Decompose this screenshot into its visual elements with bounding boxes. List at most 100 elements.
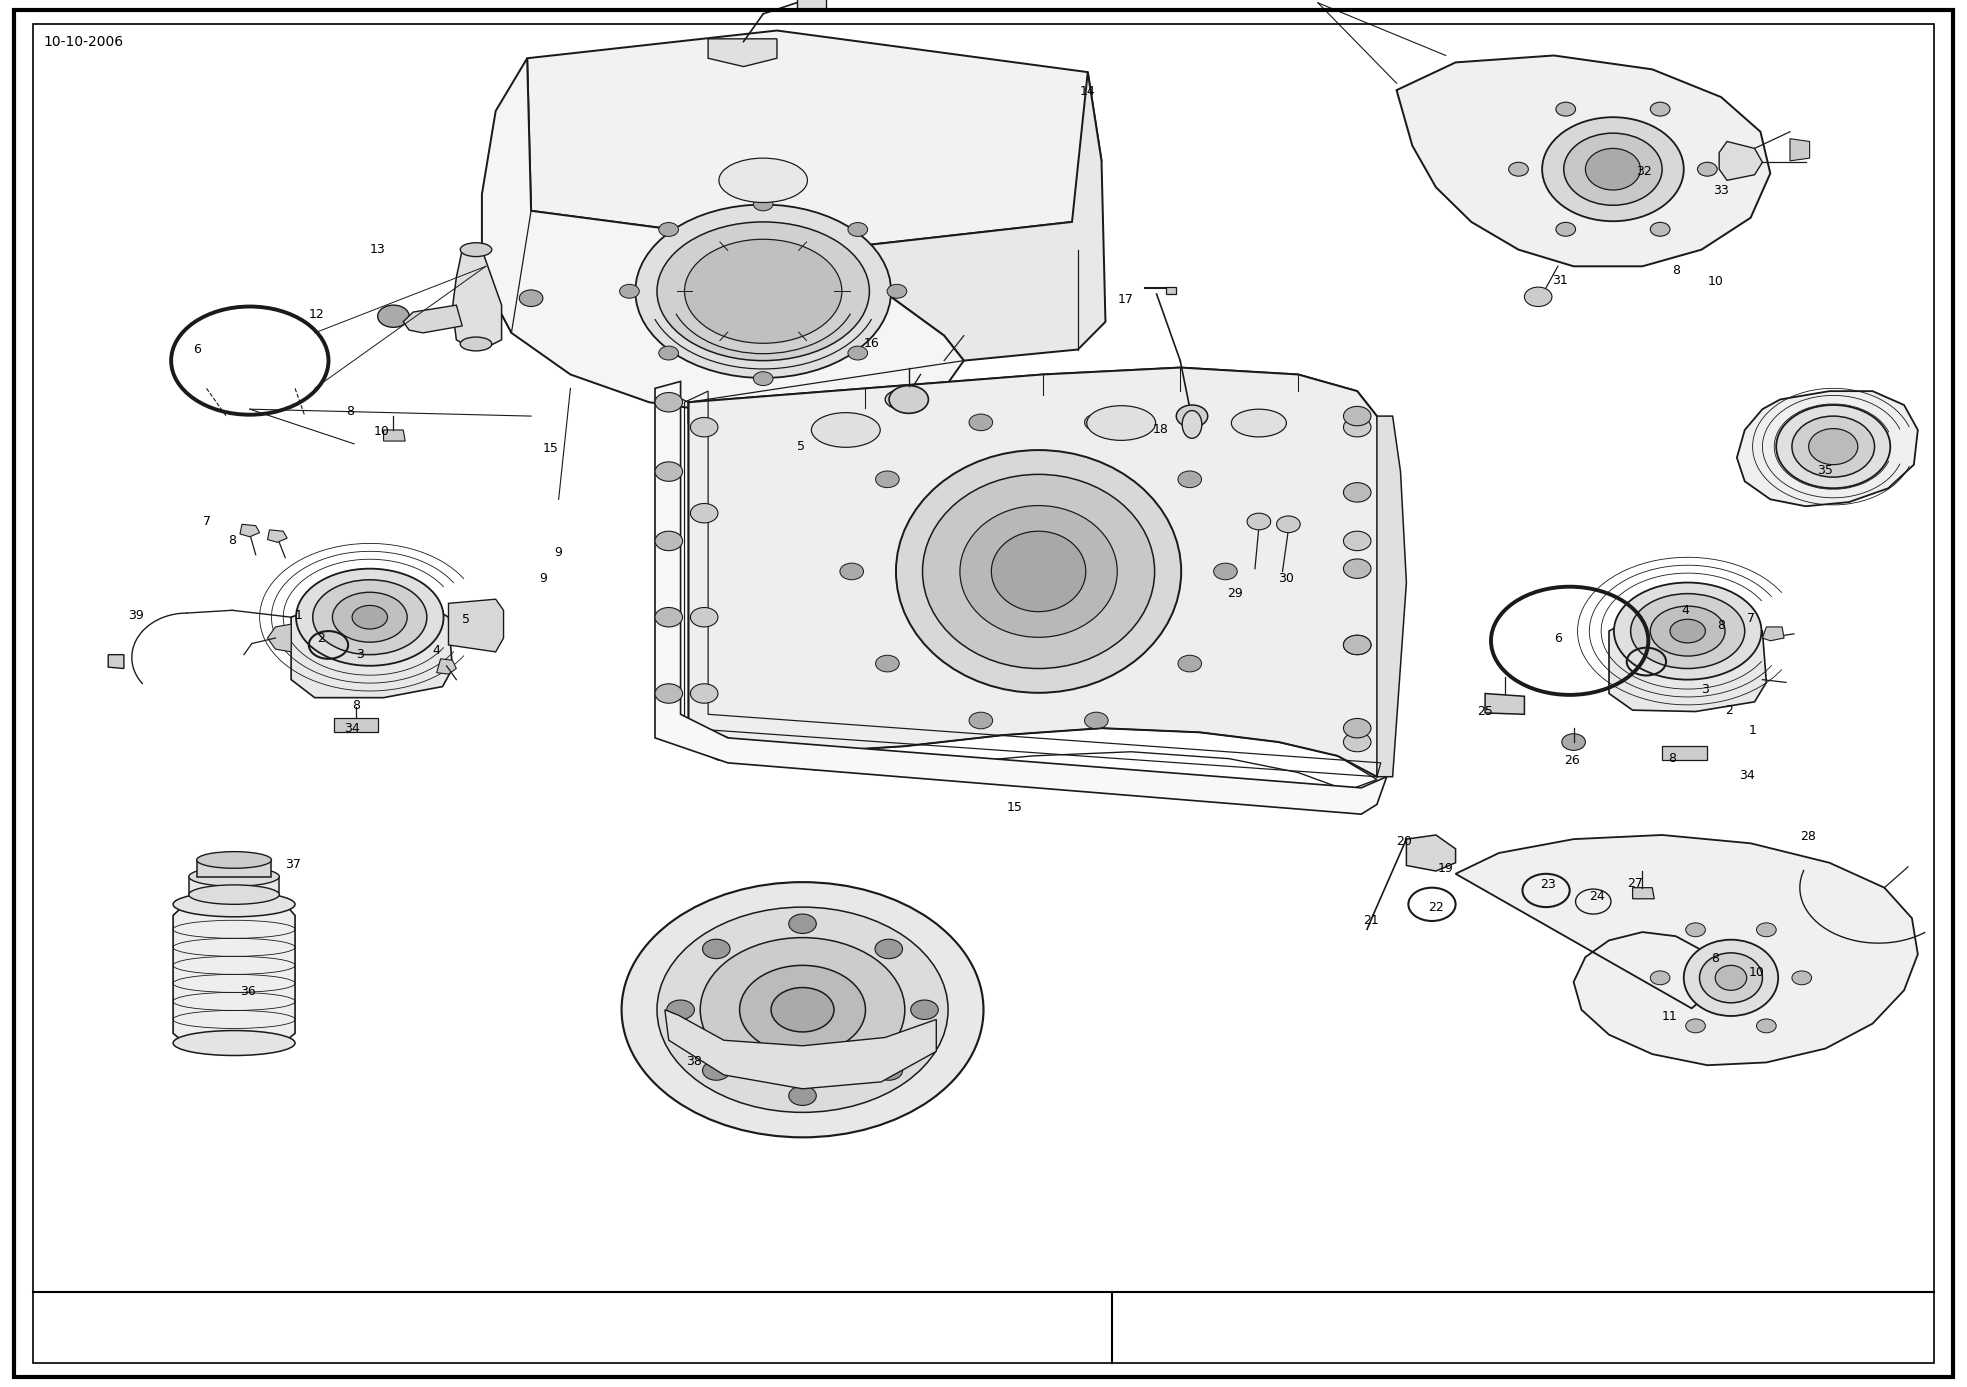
Text: 15: 15 — [543, 441, 559, 455]
Text: 8: 8 — [352, 699, 360, 713]
Text: 2: 2 — [317, 631, 325, 645]
Polygon shape — [826, 72, 1105, 361]
Circle shape — [1562, 734, 1585, 750]
Circle shape — [1343, 483, 1371, 502]
Text: 9: 9 — [555, 545, 563, 559]
Circle shape — [1792, 971, 1812, 985]
Ellipse shape — [1585, 148, 1640, 190]
Circle shape — [519, 290, 543, 307]
Polygon shape — [688, 368, 1377, 423]
Circle shape — [970, 712, 993, 728]
Text: 18: 18 — [1153, 423, 1168, 437]
Polygon shape — [1397, 55, 1770, 266]
Text: 37: 37 — [285, 857, 301, 871]
Ellipse shape — [1542, 118, 1684, 222]
Polygon shape — [448, 599, 504, 652]
Text: 17: 17 — [1117, 293, 1133, 307]
Circle shape — [1178, 472, 1202, 488]
Text: 8: 8 — [1672, 264, 1680, 277]
Circle shape — [1176, 405, 1208, 427]
Polygon shape — [291, 599, 452, 698]
Text: 15: 15 — [1007, 800, 1023, 814]
Text: 33: 33 — [1713, 183, 1729, 197]
Polygon shape — [688, 368, 1393, 777]
Text: 12: 12 — [309, 308, 325, 322]
Circle shape — [887, 284, 907, 298]
Text: 11: 11 — [1662, 1010, 1678, 1024]
Ellipse shape — [960, 506, 1117, 638]
Polygon shape — [655, 381, 1387, 814]
Circle shape — [702, 939, 730, 958]
Circle shape — [1650, 222, 1670, 236]
Text: 10-10-2006: 10-10-2006 — [43, 35, 124, 49]
Ellipse shape — [810, 413, 879, 447]
Circle shape — [1084, 415, 1107, 431]
Ellipse shape — [1792, 416, 1875, 477]
Ellipse shape — [897, 451, 1180, 694]
Ellipse shape — [1715, 965, 1747, 990]
Text: 5: 5 — [462, 613, 470, 627]
Circle shape — [659, 222, 679, 236]
Text: 13: 13 — [370, 243, 386, 257]
Ellipse shape — [1776, 405, 1890, 488]
Polygon shape — [1456, 835, 1918, 1065]
Polygon shape — [1790, 139, 1810, 161]
Circle shape — [1343, 406, 1371, 426]
Polygon shape — [240, 524, 260, 537]
Text: 21: 21 — [1363, 914, 1379, 928]
Text: 3: 3 — [1701, 682, 1709, 696]
Circle shape — [655, 684, 683, 703]
Text: 1: 1 — [1749, 724, 1757, 738]
Ellipse shape — [1670, 619, 1705, 642]
Text: 20: 20 — [1397, 835, 1412, 849]
Circle shape — [1343, 417, 1371, 437]
Text: 29: 29 — [1227, 587, 1243, 601]
Ellipse shape — [657, 222, 869, 361]
Circle shape — [655, 608, 683, 627]
Circle shape — [970, 415, 993, 431]
Circle shape — [771, 988, 834, 1032]
Ellipse shape — [352, 605, 387, 628]
Text: 10: 10 — [1707, 275, 1723, 288]
Ellipse shape — [685, 239, 842, 344]
Circle shape — [848, 347, 867, 361]
Polygon shape — [708, 39, 777, 67]
Circle shape — [1524, 287, 1552, 307]
Circle shape — [1247, 513, 1271, 530]
Text: 6: 6 — [1554, 631, 1562, 645]
Ellipse shape — [1613, 583, 1762, 680]
Text: 35: 35 — [1818, 463, 1833, 477]
Circle shape — [1178, 655, 1202, 671]
Polygon shape — [1377, 416, 1406, 777]
Text: 7: 7 — [1747, 612, 1755, 626]
Polygon shape — [1662, 746, 1707, 760]
Circle shape — [1556, 103, 1576, 117]
Ellipse shape — [991, 531, 1086, 612]
Circle shape — [1650, 971, 1670, 985]
Circle shape — [378, 305, 409, 327]
Circle shape — [622, 882, 984, 1137]
Text: 25: 25 — [1477, 705, 1493, 718]
Ellipse shape — [173, 1031, 295, 1056]
Circle shape — [840, 563, 864, 580]
Circle shape — [740, 965, 865, 1054]
Circle shape — [690, 608, 718, 627]
Ellipse shape — [460, 243, 492, 257]
Circle shape — [1084, 712, 1107, 728]
Polygon shape — [197, 860, 271, 877]
Circle shape — [889, 386, 928, 413]
Ellipse shape — [313, 580, 427, 655]
Ellipse shape — [460, 337, 492, 351]
Ellipse shape — [1808, 429, 1857, 465]
Polygon shape — [268, 624, 291, 652]
Circle shape — [848, 222, 867, 236]
Polygon shape — [1762, 627, 1784, 641]
Circle shape — [1757, 1019, 1776, 1033]
Text: 14: 14 — [1080, 85, 1096, 98]
Polygon shape — [665, 1010, 936, 1089]
Text: 28: 28 — [1800, 829, 1816, 843]
Ellipse shape — [1564, 133, 1662, 205]
Text: 3: 3 — [356, 648, 364, 662]
Polygon shape — [1633, 888, 1654, 899]
Text: 34: 34 — [344, 721, 360, 735]
